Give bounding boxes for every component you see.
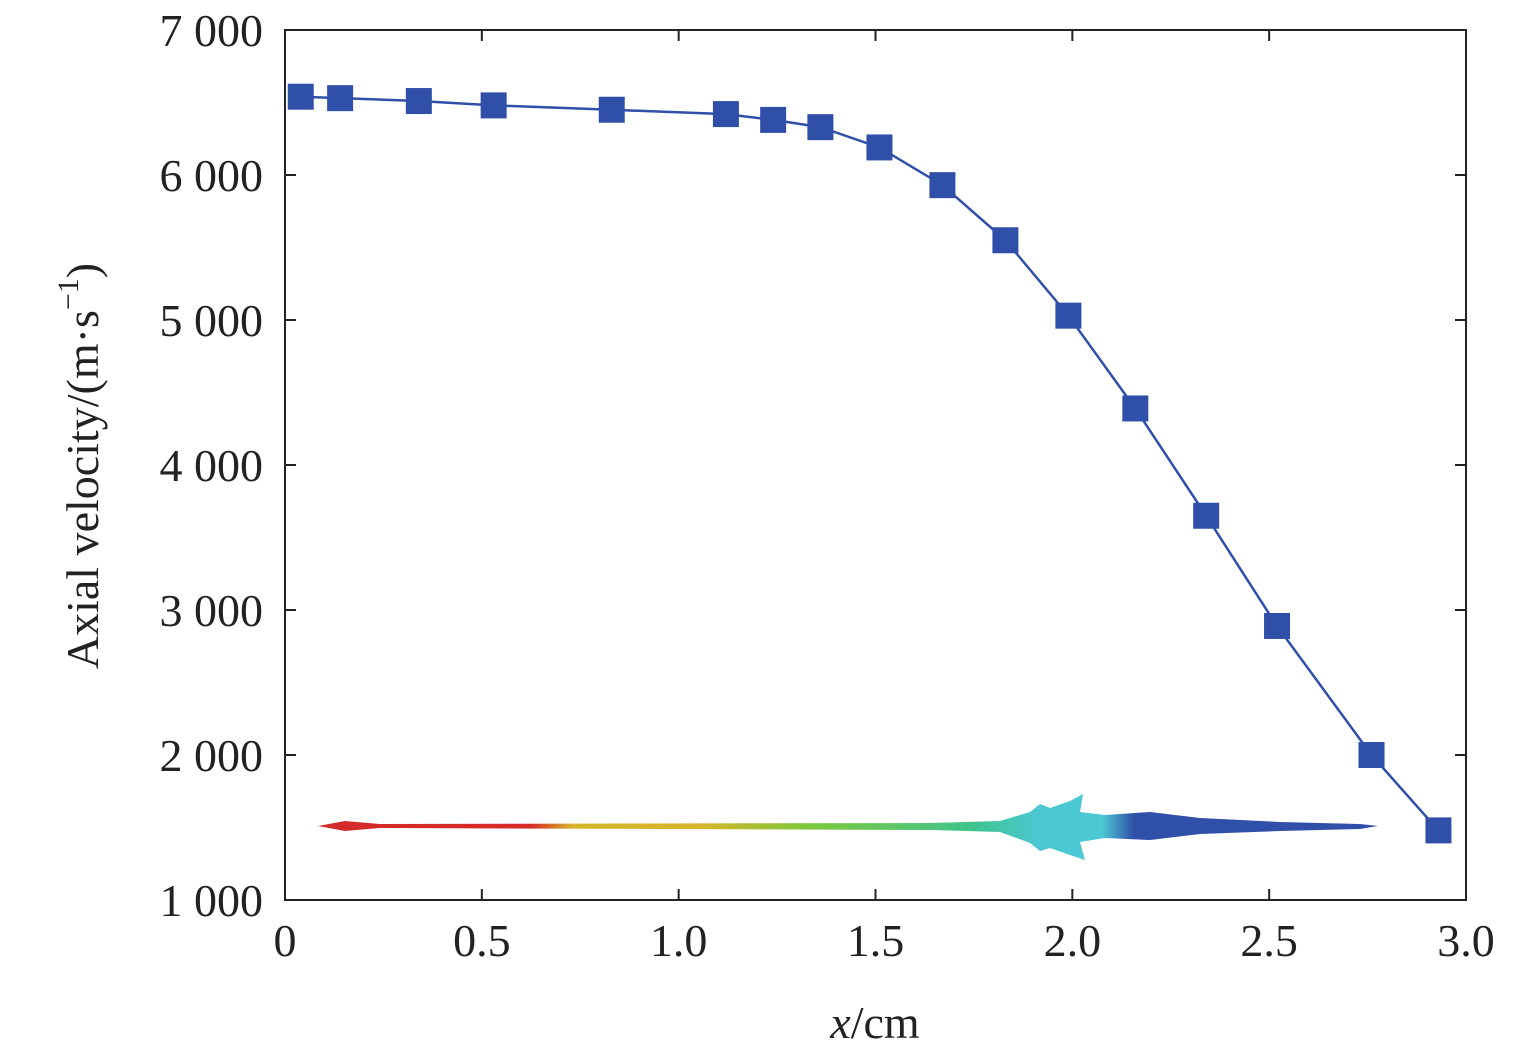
x-tick-label: 0.5 (453, 915, 511, 966)
data-point (712, 101, 739, 128)
y-axis-title: Axial velocity/(m·s−1) (52, 263, 108, 669)
y-tick-label: 5 000 (160, 295, 264, 346)
x-tick-label: 2.5 (1240, 915, 1298, 966)
data-point (807, 114, 834, 141)
data-point (866, 134, 893, 161)
y-tick-label: 6 000 (160, 150, 264, 201)
y-tick-label: 4 000 (160, 440, 264, 491)
y-tick-label: 1 000 (160, 875, 264, 926)
series-layer (287, 83, 1452, 844)
data-point (1122, 395, 1149, 422)
data-point (1358, 742, 1385, 768)
y-axis-title-sup: −1 (52, 278, 85, 310)
x-tick-label: 0 (274, 915, 297, 966)
jet-shape (318, 794, 1378, 860)
data-point (1193, 502, 1220, 529)
plot-area (284, 29, 1467, 901)
y-tick-label: 3 000 (160, 585, 264, 636)
data-point (1425, 817, 1452, 844)
data-point (1264, 612, 1291, 639)
data-point (327, 85, 354, 112)
data-point (929, 172, 956, 199)
y-axis-title-main: Axial velocity/(m·s (57, 310, 108, 669)
data-point (1055, 302, 1082, 329)
x-axis-title: x/cm (829, 997, 920, 1048)
y-tick-label: 7 000 (160, 5, 264, 56)
data-point (598, 96, 625, 123)
x-tick-label: 3.0 (1437, 915, 1495, 966)
data-point (287, 83, 314, 110)
x-tick-label: 2.0 (1044, 915, 1102, 966)
ticks-layer: 0 0.5 1.0 1.5 2.0 2.5 3.0 1 000 2 000 3 000 4 000 5… (160, 5, 1495, 966)
data-point (992, 227, 1019, 254)
x-tick-label: 1.0 (650, 915, 708, 966)
y-axis-title-close: ) (57, 263, 108, 278)
jet-penetrator-inset-image (318, 794, 1378, 860)
data-point (405, 88, 432, 115)
x-tick-label: 1.5 (847, 915, 905, 966)
x-axis-variable: x (829, 997, 851, 1048)
data-point (760, 106, 787, 133)
y-tick-label: 2 000 (160, 730, 264, 781)
plot-frame (284, 29, 1467, 901)
data-point (480, 92, 507, 119)
series-line (300, 95, 1440, 832)
x-axis-unit: /cm (851, 997, 920, 1048)
